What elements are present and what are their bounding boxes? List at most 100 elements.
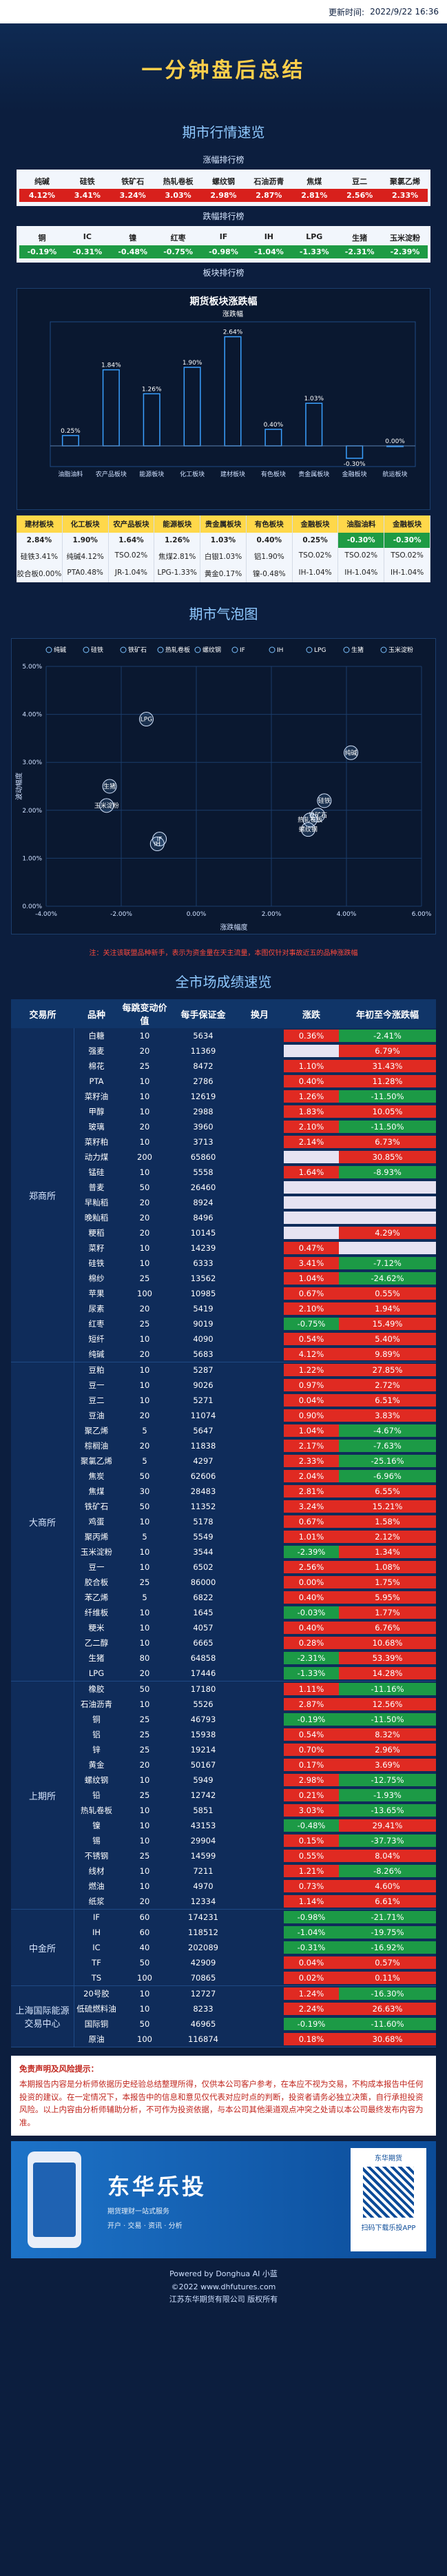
variety-name: TF [92,1958,101,1967]
tick-value: 10 [139,1258,150,1268]
variety-name: 豆二 [88,1396,105,1405]
ytd-cell: -7.63% [339,1440,436,1452]
rank-name: 铁矿石 [121,177,145,186]
exchange-name: 中金所 [11,1910,74,1985]
tick-value: 20 [139,1304,150,1313]
variety-name: 锰硅 [88,1167,105,1177]
rank-name: 纯碱 [34,177,50,186]
variety-name: 锡 [92,1836,101,1846]
table-row: PTA 10 2786 0.40% 11.28% [74,1074,436,1089]
table-row: 早籼稻 20 8924 [74,1195,436,1210]
ytd-cell: 0.57% [339,1956,436,1969]
table-row: 焦煤 30 28483 2.81% 6.55% [74,1484,436,1499]
market-header-cell: 每跳变动价值 [122,1003,167,1027]
margin-value: 5549 [193,1532,214,1542]
rank-value: 3.24% [110,189,156,202]
variety-name: 焦煤 [88,1486,105,1496]
variety-name: 铅 [92,1790,101,1800]
change-cell: -1.33% [284,1667,339,1679]
table-row: IF 60 174231 -0.98% -21.71% [74,1910,436,1925]
ytd-cell: 4.60% [339,1880,436,1892]
ytd-cell: 6.76% [339,1622,436,1634]
table-row: 国际铜 50 46965 -0.19% -11.60% [74,2016,436,2032]
legend-marker [343,646,350,653]
margin-value: 43153 [190,1821,216,1830]
ytd-cell: -6.96% [339,1470,436,1482]
change-cell: 2.14% [284,1136,339,1148]
margin-value: 62606 [190,1471,216,1481]
table-row: 原油 100 116874 0.18% 30.68% [74,2032,436,2047]
market-group: 中金所 IF 60 174231 -0.98% -21.71% IH 60 118512 -1.0… [11,1910,436,1986]
tick-value: 20 [139,1349,150,1359]
variety-name: 粳米 [88,1623,105,1633]
change-cell: -0.31% [284,1941,339,1954]
tick-value: 10 [139,1562,150,1572]
tick-value: 10 [139,1989,150,1999]
table-row: 鸡蛋 10 5178 0.67% 1.58% [74,1514,436,1529]
sector-bar [143,393,160,447]
bubble-point [102,779,117,794]
ytd-cell: 10.05% [339,1105,436,1118]
variety-name: 鸡蛋 [88,1517,105,1526]
rank-value: 2.81% [291,189,337,202]
legend-label: LPG [314,647,326,654]
change-cell: 1.83% [284,1105,339,1118]
ytd-cell: 12.56% [339,1698,436,1710]
margin-value: 8924 [193,1198,214,1207]
rank-value: -0.75% [155,245,201,258]
ytd-cell: -16.30% [339,1987,436,2000]
table-row: 黄金 20 50167 0.17% 3.69% [74,1757,436,1772]
ytd-cell: 1.34% [339,1546,436,1558]
tick-value: 20 [139,1122,150,1132]
sector-table-cell: 0.25% [293,533,339,548]
qr-card[interactable]: 东华期货 扫码下载乐投APP [351,2147,426,2251]
ytd-cell: 3.83% [339,1409,436,1422]
tick-value: 50 [139,1684,150,1694]
legend-label: IH [277,647,283,654]
change-cell: 2.98% [284,1774,339,1786]
sector-table-cell: PTA0.48% [63,565,109,582]
sector-category-label: 能源板块 [139,470,164,478]
bubble-note: 注：关注该联盟品种新手，表示为资金量在天主流量，本图仅针对事故近五的品种涨跌幅 [89,950,358,957]
exchange-name: 郑商所 [11,1028,74,1362]
bubble-label: 热轧卷板 [298,816,322,824]
tick-value: 10 [139,1623,150,1633]
x-tick-label: 2.00% [262,911,282,918]
margin-value: 12334 [190,1897,216,1906]
qr-subtitle: 扫码下载乐投APP [361,2224,416,2232]
tick-value: 100 [137,1289,152,1298]
variety-name: 燃油 [88,1881,105,1891]
margin-value: 5287 [193,1365,214,1375]
rank-value: -0.31% [64,245,110,258]
page-title: 一分钟盘后总结 [141,59,306,83]
sector-category-label: 有色板块 [261,470,286,478]
table-row: 铜 25 46793 -0.19% -11.50% [74,1712,436,1727]
ytd-cell: -8.26% [339,1865,436,1877]
margin-value: 86000 [190,1577,216,1587]
margin-value: 4057 [193,1623,214,1633]
market-group-rows: 橡胶 50 17180 1.11% -11.16% 石油沥青 10 5526 2.87% 12.5… [74,1681,436,1909]
change-cell: 0.04% [284,1394,339,1407]
table-row: 豆粕 10 5287 1.22% 27.85% [74,1362,436,1378]
disclaimer-text: 本期报告内容是分析师依据历史经验总结整理所得，仅供本公司客户参考，在本应不视为交… [19,2079,424,2127]
change-cell: 0.40% [284,1075,339,1087]
ytd-cell: 2.96% [339,1744,436,1756]
sector-bar-label: -0.30% [344,461,366,468]
margin-value: 10985 [190,1289,216,1298]
table-row: 豆一 10 6502 2.56% 1.08% [74,1560,436,1575]
margin-value: 5683 [193,1349,214,1359]
margin-value: 4970 [193,1881,214,1891]
variety-name: 豆粕 [88,1365,105,1375]
market-group-rows: 20号胶 10 12727 1.24% -16.30% 低硫燃料油 10 8233 2.24% 2… [74,1986,436,2047]
change-cell: 1.26% [284,1090,339,1103]
change-cell: 0.00% [284,1576,339,1588]
margin-value: 116874 [188,2034,218,2044]
change-cell: 0.15% [284,1834,339,1847]
sector-table-values: 2.84% 1.90% 1.64% 1.26% 1.03% 0.40% 0.25% -0.30… [17,533,430,548]
sector-category-label: 油脂油料 [58,470,83,478]
promo-banner[interactable]: 东华乐投 期货理财一站式服务 开户 · 交易 · 资讯 · 分析 东华期货 扫码… [11,2140,436,2258]
rank-value: -0.19% [19,245,65,258]
market-header-cell: 涨跌 [302,1010,320,1021]
ytd-cell: -25.16% [339,1455,436,1467]
bubble-label: 螺纹钢 [299,826,318,834]
